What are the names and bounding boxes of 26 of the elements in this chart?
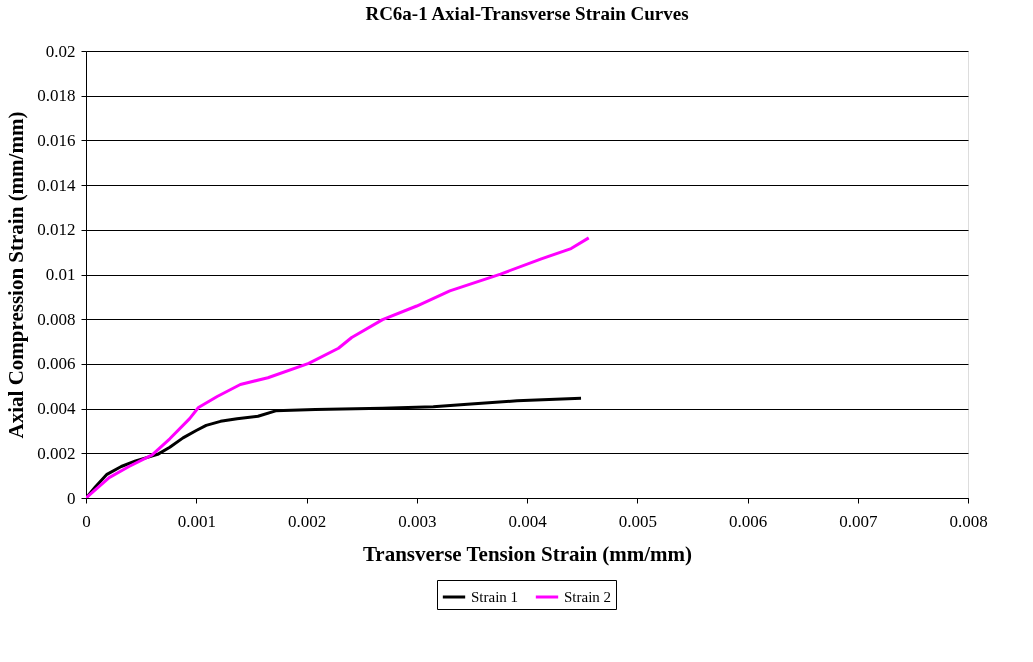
chart-title: RC6a-1 Axial-Transverse Strain Curves: [365, 3, 689, 24]
line-series: [86, 236, 591, 498]
x-tick-label: 0.007: [839, 511, 878, 531]
x-tick-label: 0: [82, 511, 91, 531]
y-tick-label: 0.006: [37, 354, 76, 374]
y-tick-label: 0.002: [37, 443, 76, 463]
y-tick-label: 0.016: [37, 130, 76, 150]
y-axis-title: Axial Compression Strain (mm/mm): [4, 111, 29, 439]
x-axis-title: Transverse Tension Strain (mm/mm): [362, 541, 693, 566]
y-tick-label: 0.018: [37, 86, 76, 106]
x-tick-label: 0.004: [508, 511, 548, 531]
y-tick-label: 0.012: [37, 220, 76, 240]
legend-label: Strain 2: [564, 589, 612, 605]
x-tick-label: 0.005: [618, 511, 657, 531]
y-tick-label: 0: [67, 488, 76, 508]
y-tick-label: 0.02: [45, 41, 76, 61]
y-tick-label: 0.008: [37, 309, 76, 329]
x-tick-label: 0.002: [287, 511, 327, 531]
y-tick-label: 0.004: [37, 399, 76, 419]
x-tick-label: 0.006: [728, 511, 768, 531]
x-tick-label: 0.003: [398, 511, 437, 531]
legend-label: Strain 1: [471, 589, 519, 605]
y-tick-label: 0.01: [45, 265, 76, 284]
x-tick-label: 0.001: [177, 511, 216, 531]
y-tick-label: 0.014: [37, 175, 76, 195]
x-tick-label: 0.008: [949, 511, 988, 531]
